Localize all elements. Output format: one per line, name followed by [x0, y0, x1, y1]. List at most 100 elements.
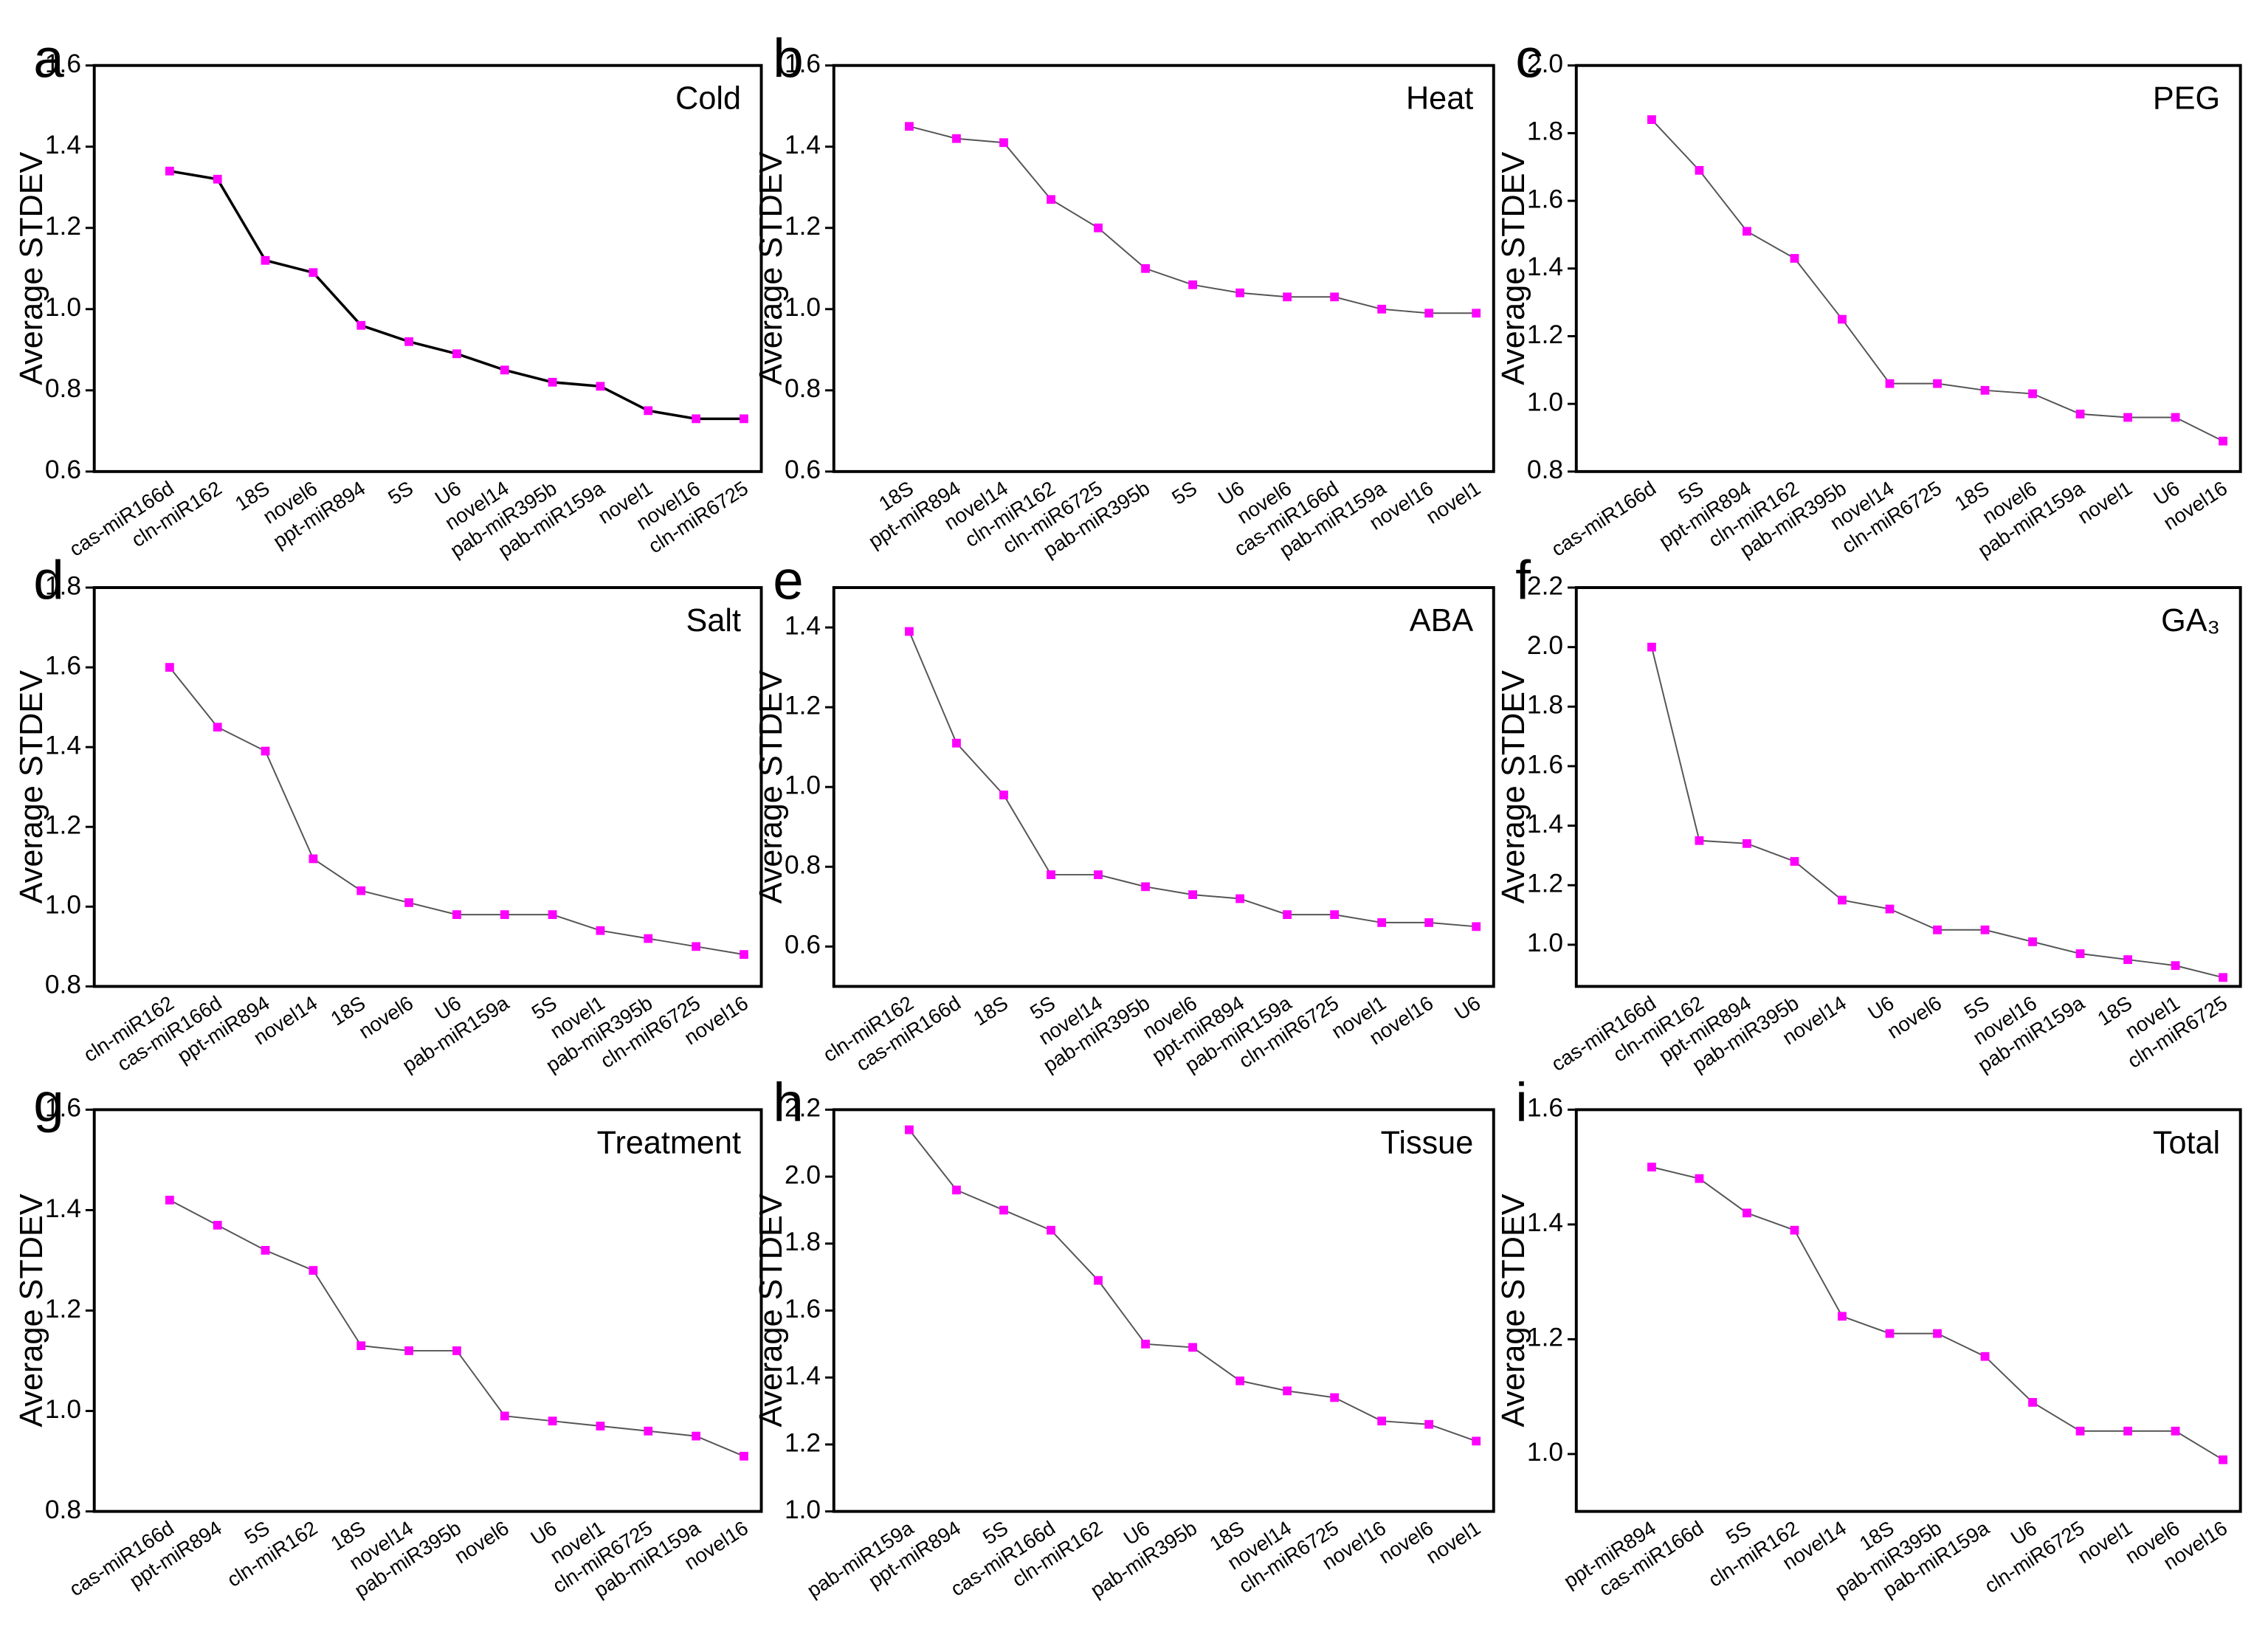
- y-tick-label: 2.0: [1527, 631, 1563, 660]
- y-tick-label: 2.2: [785, 1094, 821, 1123]
- chart-title: Tissue: [1381, 1125, 1474, 1160]
- data-point: [1094, 870, 1103, 879]
- data-point: [644, 1426, 653, 1436]
- y-axis-label: Average STDEV: [754, 1194, 789, 1427]
- y-tick-label: 1.6: [45, 49, 81, 78]
- chart-title: Salt: [686, 603, 741, 638]
- y-tick-label: 1.0: [1527, 929, 1563, 957]
- data-point: [356, 886, 366, 895]
- y-tick-label: 1.8: [1527, 691, 1563, 720]
- panel-letter: f: [1515, 549, 1531, 611]
- y-tick-label: 1.2: [785, 212, 821, 241]
- y-tick-label: 1.6: [45, 1094, 81, 1123]
- data-point: [1980, 925, 1990, 934]
- x-tick-label: novel1: [1421, 1516, 1484, 1568]
- data-point: [1141, 264, 1150, 273]
- data-point: [404, 337, 413, 346]
- panel-letter: e: [773, 549, 804, 611]
- plot-frame: [92, 63, 763, 473]
- data-point: [2219, 436, 2227, 446]
- data-point: [1838, 895, 1847, 905]
- data-point: [952, 134, 961, 143]
- y-axis-label: Average STDEV: [14, 1194, 49, 1427]
- x-tick-label: novel1: [2073, 1516, 2136, 1568]
- x-tick-label: 5S: [384, 476, 417, 509]
- data-point: [548, 1416, 557, 1426]
- data-point: [740, 414, 748, 424]
- y-tick-label: 1.0: [1527, 388, 1563, 417]
- data-point: [548, 377, 557, 387]
- data-point: [356, 320, 366, 330]
- y-tick-label: 0.8: [785, 374, 821, 403]
- x-tick-label: novel6: [1883, 991, 1945, 1043]
- chart-title: ABA: [1410, 603, 1474, 638]
- y-tick-label: 1.0: [45, 1395, 81, 1424]
- y-tick-label: 1.6: [1527, 185, 1563, 213]
- data-point: [1790, 1225, 1799, 1235]
- y-axis-label: Average STDEV: [754, 151, 789, 385]
- data-point: [2171, 413, 2180, 422]
- plot-frame: [1574, 586, 2242, 988]
- panel-letter: a: [33, 27, 64, 89]
- data-point: [1472, 309, 1481, 318]
- y-tick-label: 0.8: [45, 374, 81, 403]
- data-point: [2123, 1426, 2132, 1436]
- data-point: [999, 1205, 1008, 1215]
- data-point: [2171, 1426, 2180, 1436]
- data-point: [1235, 1376, 1244, 1385]
- data-point: [1743, 227, 1751, 236]
- data-point: [309, 268, 318, 278]
- y-tick-label: 1.4: [45, 731, 81, 760]
- data-point: [1933, 925, 1942, 934]
- data-point: [2219, 973, 2227, 982]
- data-point: [1283, 1386, 1292, 1396]
- data-point: [1885, 904, 1895, 914]
- data-point: [2075, 949, 2085, 958]
- data-point: [1885, 379, 1895, 388]
- data-point: [1424, 1419, 1434, 1429]
- y-tick-label: 1.4: [1527, 1208, 1563, 1237]
- data-point: [644, 406, 653, 416]
- data-point: [2123, 413, 2132, 422]
- data-point: [1235, 894, 1244, 903]
- data-line: [169, 169, 744, 421]
- y-tick-label: 0.6: [785, 455, 821, 484]
- data-point: [1377, 1416, 1387, 1426]
- data-point: [1424, 309, 1434, 318]
- chart-title: PEG: [2153, 81, 2220, 117]
- data-point: [165, 663, 174, 672]
- plot-frame: [92, 1108, 763, 1513]
- data-point: [1188, 280, 1197, 289]
- data-point: [1838, 314, 1847, 324]
- data-point: [1047, 195, 1055, 204]
- data-point: [644, 934, 653, 943]
- data-point: [452, 349, 461, 359]
- data-line: [909, 1129, 1477, 1442]
- data-point: [596, 1422, 605, 1430]
- data-point: [1094, 1275, 1103, 1285]
- panel-letter: i: [1515, 1071, 1528, 1133]
- y-tick-label: 1.4: [785, 131, 821, 159]
- data-point: [309, 854, 318, 864]
- y-tick-label: 1.4: [1527, 810, 1563, 839]
- panel-letter: g: [33, 1071, 64, 1133]
- data-point: [2028, 937, 2037, 946]
- data-point: [356, 1341, 366, 1351]
- data-point: [2075, 1426, 2085, 1436]
- y-axis-label: Average STDEV: [1496, 151, 1531, 385]
- y-tick-label: 0.8: [45, 1495, 81, 1524]
- data-point: [1647, 115, 1656, 124]
- y-tick-label: 1.8: [45, 571, 81, 600]
- y-tick-label: 1.0: [785, 1495, 821, 1524]
- data-point: [1188, 1343, 1197, 1352]
- y-tick-label: 0.6: [45, 455, 81, 484]
- data-point: [905, 122, 914, 131]
- data-point: [1790, 254, 1799, 263]
- plot-frame: [832, 586, 1495, 988]
- panel-letter: d: [33, 549, 64, 611]
- data-point: [452, 1346, 461, 1355]
- data-point: [1424, 918, 1434, 927]
- plot-frame: [1574, 63, 2242, 473]
- chart-title: Treatment: [597, 1125, 741, 1160]
- y-tick-label: 1.2: [1527, 1323, 1563, 1352]
